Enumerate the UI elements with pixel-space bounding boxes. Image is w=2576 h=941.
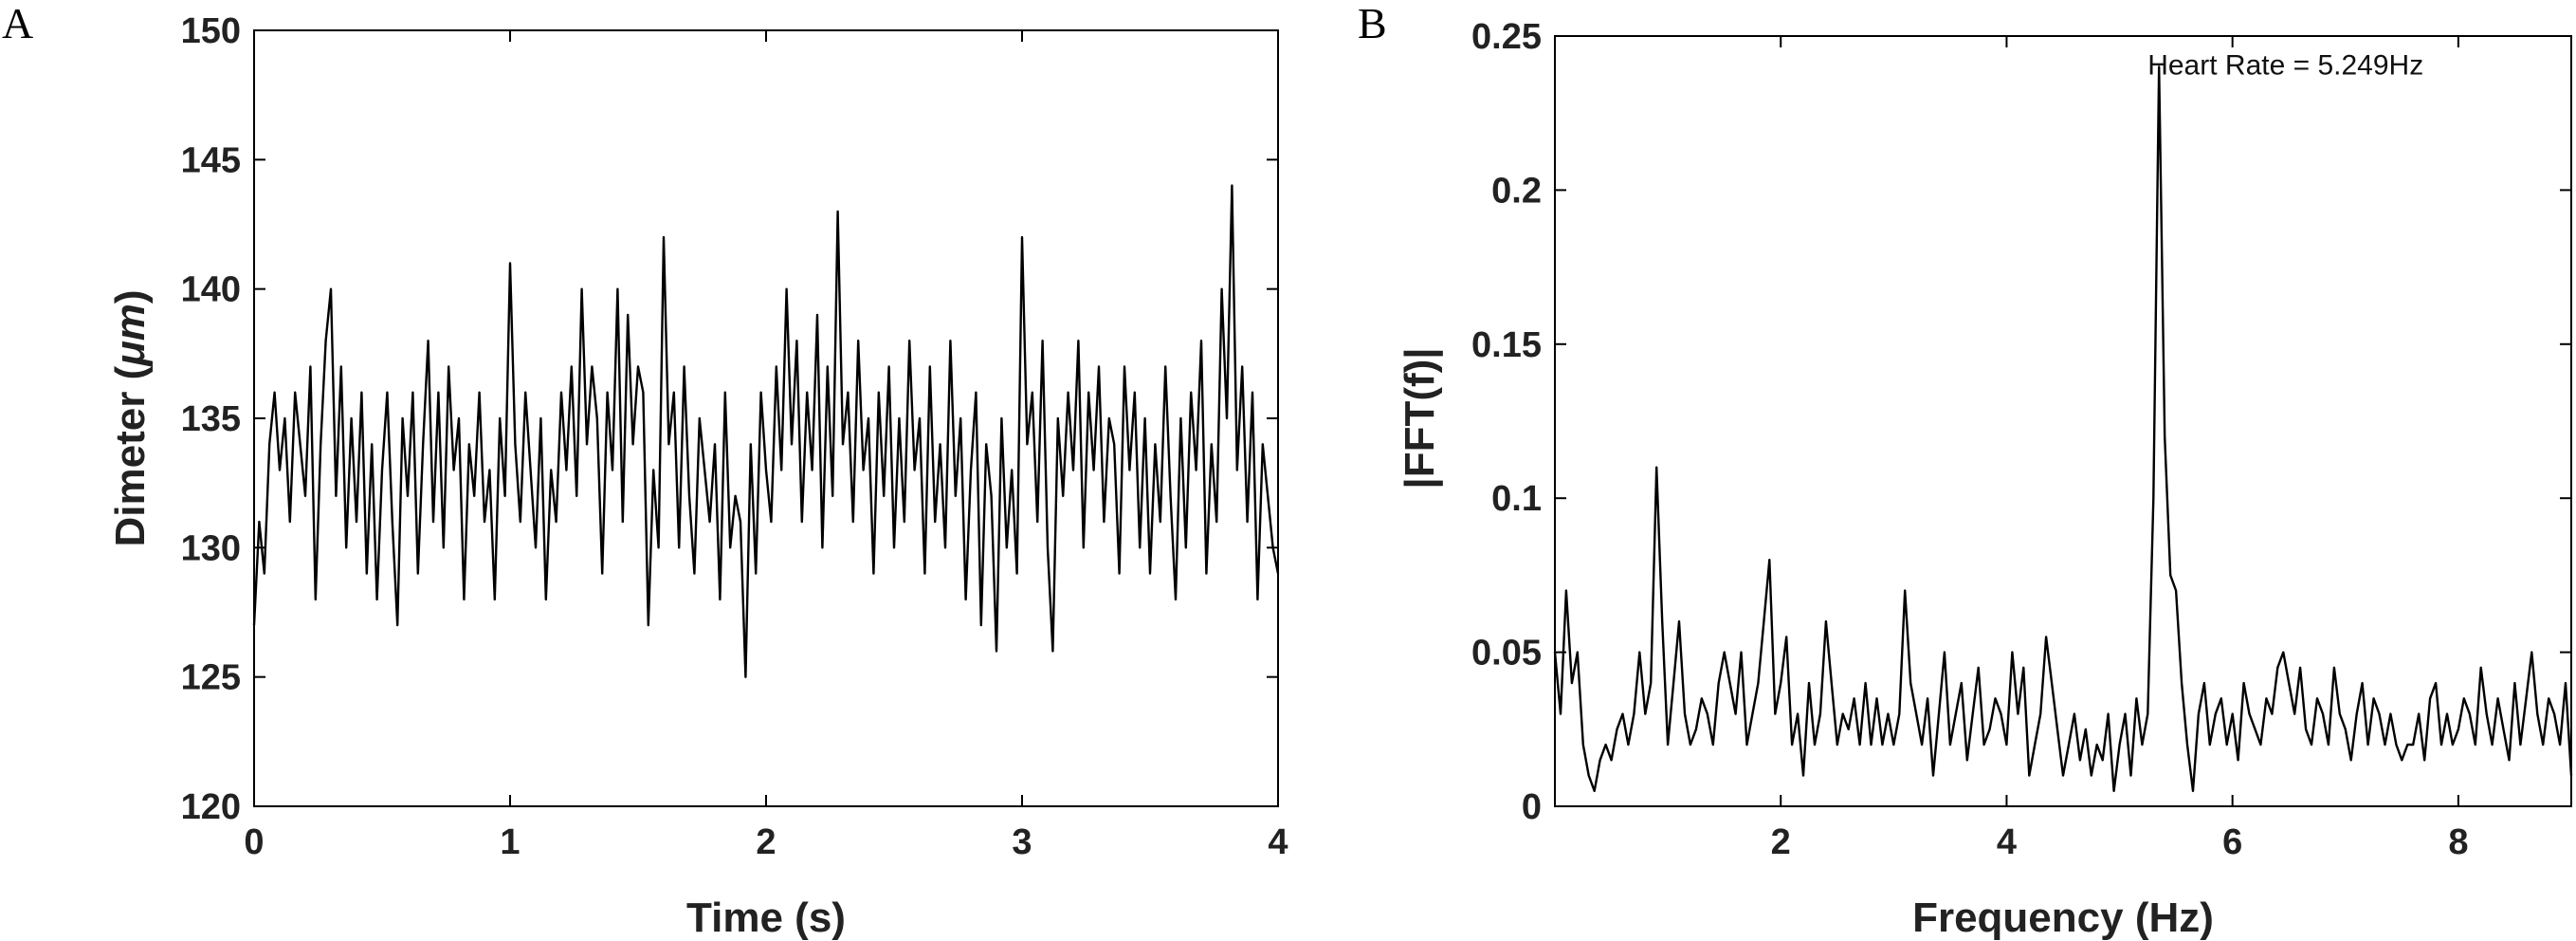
series-b — [1553, 65, 2573, 792]
y-tick-label: 0.1 — [1491, 479, 1542, 519]
chart-panel-a: 0 1 2 3 4 120 125 130 135 140 145 150 Time (s) Dime… — [107, 11, 1288, 941]
chart-panel-b: 2 4 6 8 0 0.05 0.1 0.15 0.2 0.25 Heart Rate = 5.2… — [1397, 17, 2573, 941]
x-tick-label: 3 — [1012, 822, 1032, 862]
x-axis-label-b: Frequency (Hz) — [1912, 895, 2214, 941]
axes-ticks-a: 0 1 2 3 4 120 125 130 135 140 145 150 — [181, 11, 1288, 862]
y-tick-label: 0 — [1522, 787, 1542, 827]
x-tick-label: 4 — [1268, 822, 1288, 862]
y-tick-label: 130 — [181, 528, 241, 568]
y-tick-label: 0.15 — [1471, 325, 1542, 365]
x-axis-label-a: Time (s) — [686, 895, 846, 941]
y-tick-label: 0.05 — [1471, 634, 1542, 673]
x-tick-label: 0 — [244, 822, 264, 862]
series-a — [252, 184, 1280, 678]
y-tick-label: 135 — [181, 399, 241, 439]
y-axis-label-a: Dimeter (μm) — [107, 289, 154, 546]
x-tick-label: 2 — [756, 822, 776, 862]
x-tick-label: 4 — [1997, 822, 2017, 862]
y-tick-label: 120 — [181, 787, 241, 827]
x-tick-label: 6 — [2222, 822, 2242, 862]
y-tick-label: 0.25 — [1471, 17, 1542, 57]
series-line — [252, 184, 1280, 678]
heart-rate-annotation: Heart Rate = 5.249Hz — [2147, 49, 2423, 81]
y-tick-label: 145 — [181, 140, 241, 180]
y-axis-label-b: |FFT(f)| — [1397, 347, 1444, 489]
y-tick-label: 0.2 — [1491, 171, 1542, 211]
x-tick-label: 2 — [1771, 822, 1791, 862]
y-tick-label: 150 — [181, 11, 241, 51]
axes-ticks-b: 2 4 6 8 0 0.05 0.1 0.15 0.2 0.25 — [1471, 17, 2571, 862]
y-tick-label: 125 — [181, 658, 241, 698]
panel-letter-b: B — [1358, 0, 1387, 47]
plot-frame-a — [253, 29, 1279, 807]
panel-letter-a: A — [2, 0, 33, 47]
x-tick-label: 8 — [2448, 822, 2468, 862]
series-line — [1553, 65, 2573, 792]
x-tick-label: 1 — [500, 822, 520, 862]
plot-frame-b — [1554, 35, 2572, 807]
y-tick-label: 140 — [181, 270, 241, 310]
